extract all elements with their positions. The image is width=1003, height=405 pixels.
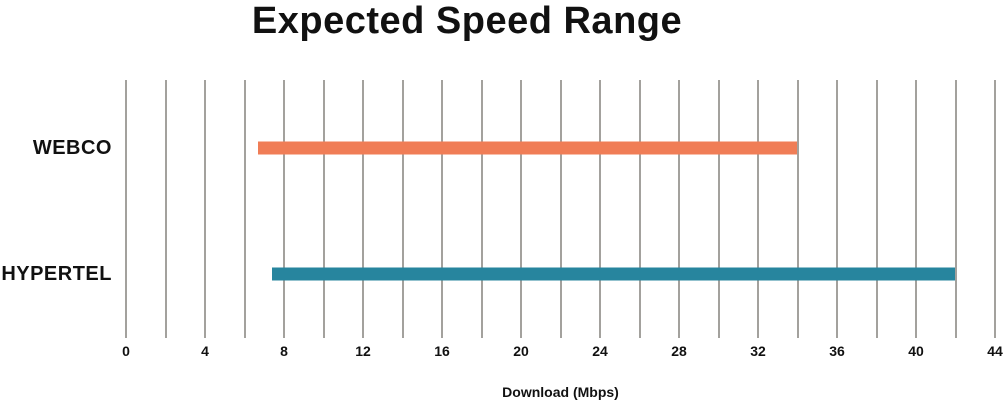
gridline [915, 80, 917, 338]
gridline [599, 80, 601, 338]
gridline [480, 80, 483, 338]
x-tick-label: 4 [201, 343, 209, 359]
x-tick-label: 20 [513, 343, 529, 359]
category-label-hypertel: HYPERTEL [1, 263, 112, 285]
gridline [836, 80, 838, 338]
x-tick-label: 40 [908, 343, 924, 359]
x-tick-label: 32 [750, 343, 766, 359]
gridline [757, 80, 759, 338]
gridline [204, 80, 206, 338]
range-bar-hypertel [272, 267, 956, 281]
gridline [954, 80, 957, 338]
plot-area [125, 80, 996, 338]
gridline [559, 80, 562, 338]
chart-title: Expected Speed Range [251, 0, 683, 42]
gridline [520, 80, 522, 338]
x-tick-label: 44 [987, 343, 1003, 359]
gridline [875, 80, 878, 338]
gridline [638, 80, 641, 338]
gridline [243, 80, 246, 338]
x-tick-label: 0 [122, 343, 130, 359]
gridline [164, 80, 167, 338]
x-tick-label: 8 [280, 343, 288, 359]
x-axis: 0 4 8 12 16 20 24 28 32 36 40 44 [122, 343, 1003, 362]
gridline [796, 80, 799, 338]
x-tick-label: 28 [671, 343, 687, 359]
gridline [994, 80, 996, 338]
gridline [717, 80, 720, 338]
gridline [283, 80, 285, 338]
x-tick-label: 36 [829, 343, 845, 359]
gridline [322, 80, 325, 338]
gridline [441, 80, 443, 338]
x-axis-label: Download (Mbps) [502, 384, 619, 400]
gridline [401, 80, 404, 338]
range-bar-webco [258, 141, 798, 155]
x-tick-label: 12 [355, 343, 371, 359]
gridline [362, 80, 364, 338]
gridline [125, 80, 127, 338]
x-tick-label: 24 [592, 343, 608, 359]
gridline [678, 80, 680, 338]
category-label-webco: WEBCO [32, 137, 112, 159]
x-tick-label: 16 [434, 343, 450, 359]
